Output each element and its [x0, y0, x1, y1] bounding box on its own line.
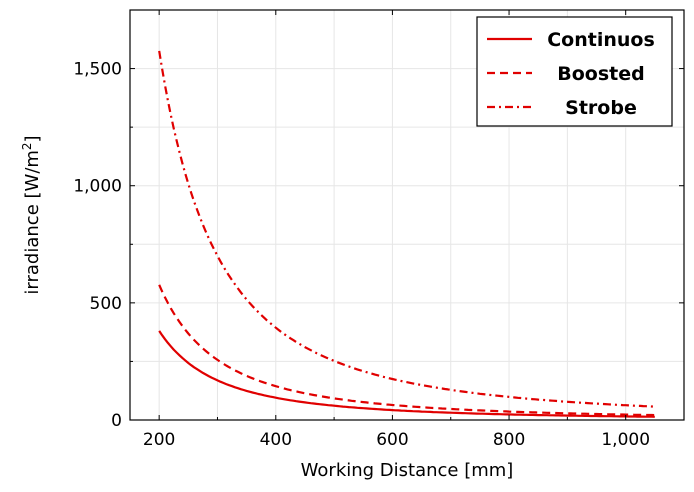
series-layer	[158, 50, 655, 418]
legend-label-continuos: Continuos	[547, 29, 655, 51]
y-axis-title-close: ]	[22, 135, 43, 142]
x-tick-label: 200	[143, 430, 175, 450]
y-tick-label: 1,000	[73, 177, 122, 197]
series-line-continuos	[158, 330, 655, 418]
ticks	[130, 9, 684, 421]
y-tick-label: 500	[90, 294, 122, 314]
x-axis-title: Working Distance [mm]	[301, 460, 514, 481]
y-tick-label: 0	[111, 411, 122, 431]
x-tick-label: 400	[260, 430, 292, 450]
y-tick-label: 1,500	[73, 60, 122, 80]
x-tick-label: 800	[493, 430, 525, 450]
legend: Continuos Boosted Strobe	[476, 16, 673, 127]
legend-label-strobe: Strobe	[565, 97, 637, 119]
tick-labels: 200 400 600 800 1,000 0 500 1,000 1,500	[73, 60, 650, 450]
y-axis-title-main: irradiance [W/m	[22, 150, 43, 295]
series-line-strobe	[158, 50, 655, 408]
series-line-boosted	[158, 284, 655, 417]
legend-label-boosted: Boosted	[557, 63, 644, 85]
grid	[130, 10, 684, 421]
plot-frame	[129, 9, 685, 421]
y-axis-title: irradiance [W/m2]	[20, 135, 43, 294]
y-axis-title-superscript: 2	[20, 142, 34, 150]
x-tick-label: 1,000	[601, 430, 650, 450]
x-tick-label: 600	[376, 430, 408, 450]
